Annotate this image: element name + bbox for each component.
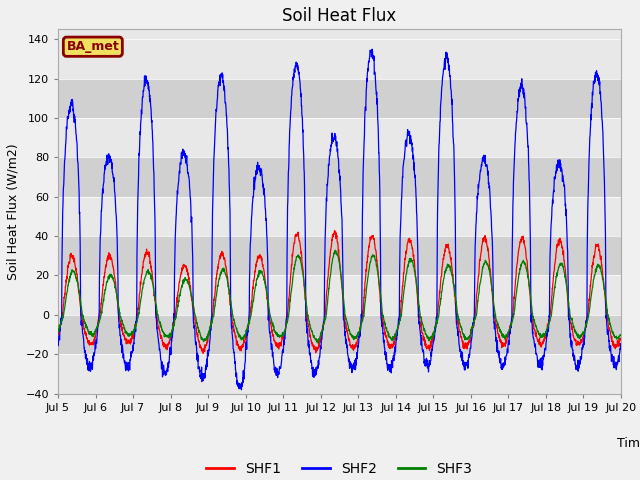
SHF1	[54, 329, 62, 335]
Bar	[58, 315, 621, 354]
SHF3	[583, 320, 591, 325]
SHF3	[54, 328, 62, 334]
Legend: SHF1, SHF2, SHF3: SHF1, SHF2, SHF3	[201, 456, 478, 480]
SHF2	[617, 341, 625, 347]
SHF3	[356, 327, 364, 333]
SHF2	[237, 387, 245, 393]
SHF2	[54, 340, 62, 346]
Bar	[58, 79, 621, 118]
SHF1	[568, 321, 575, 326]
SHF1	[504, 335, 511, 340]
SHF2	[504, 347, 511, 353]
SHF2	[369, 51, 376, 57]
SHF1	[356, 328, 364, 334]
Line: SHF2: SHF2	[58, 49, 621, 390]
SHF2	[568, 344, 575, 350]
SHF2	[211, 134, 219, 140]
SHF1	[583, 316, 591, 322]
SHF1	[199, 350, 207, 356]
SHF3	[332, 247, 339, 253]
Bar	[58, 236, 621, 276]
SHF1	[211, 289, 219, 295]
Line: SHF1: SHF1	[58, 230, 621, 353]
SHF3	[369, 253, 376, 259]
Title: Soil Heat Flux: Soil Heat Flux	[282, 7, 397, 25]
SHF3	[504, 332, 511, 337]
SHF2	[356, 330, 364, 336]
SHF2	[583, 314, 591, 320]
Bar	[58, 157, 621, 197]
X-axis label: Time: Time	[617, 437, 640, 450]
SHF1	[617, 336, 625, 342]
SHF3	[568, 316, 575, 322]
SHF2	[368, 46, 376, 52]
Line: SHF3: SHF3	[58, 250, 621, 343]
Y-axis label: Soil Heat Flux (W/m2): Soil Heat Flux (W/m2)	[7, 143, 20, 280]
SHF3	[617, 332, 625, 337]
SHF3	[211, 303, 219, 309]
SHF1	[369, 233, 376, 239]
Text: BA_met: BA_met	[67, 40, 119, 53]
SHF1	[331, 228, 339, 233]
SHF3	[314, 340, 322, 346]
